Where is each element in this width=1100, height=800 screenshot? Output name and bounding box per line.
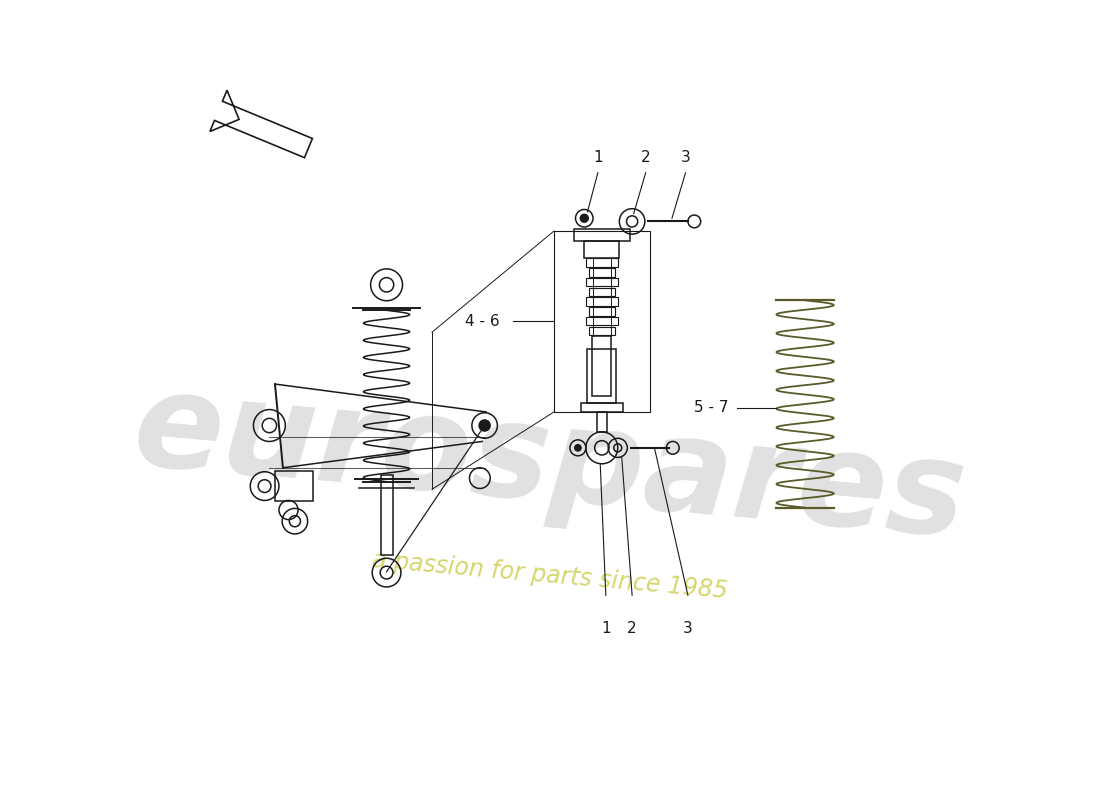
Polygon shape: [210, 90, 312, 158]
Bar: [581, 403, 623, 412]
Bar: [590, 268, 615, 277]
Text: 5 - 7: 5 - 7: [694, 401, 728, 415]
Text: 2: 2: [641, 150, 650, 165]
Text: 1: 1: [593, 150, 603, 165]
Bar: [586, 298, 618, 306]
Bar: [590, 307, 615, 316]
Bar: [590, 287, 615, 296]
Text: eurospares: eurospares: [129, 364, 971, 563]
Bar: [574, 230, 629, 241]
Bar: [586, 317, 618, 326]
Text: 1: 1: [601, 621, 610, 636]
Bar: [590, 326, 615, 335]
Bar: [586, 278, 618, 286]
Bar: [596, 412, 607, 432]
Circle shape: [478, 420, 491, 431]
Circle shape: [581, 214, 589, 222]
Bar: [587, 349, 616, 403]
Text: 3: 3: [683, 621, 693, 636]
Bar: [584, 241, 619, 258]
Bar: [586, 258, 618, 267]
Bar: [275, 471, 314, 502]
Circle shape: [574, 445, 581, 451]
Text: 4 - 6: 4 - 6: [465, 314, 499, 329]
Bar: [381, 475, 393, 555]
Text: 2: 2: [627, 621, 637, 636]
Bar: [554, 231, 650, 412]
Bar: [592, 336, 612, 396]
Text: 3: 3: [681, 150, 691, 165]
Text: a passion for parts since 1985: a passion for parts since 1985: [371, 548, 729, 603]
